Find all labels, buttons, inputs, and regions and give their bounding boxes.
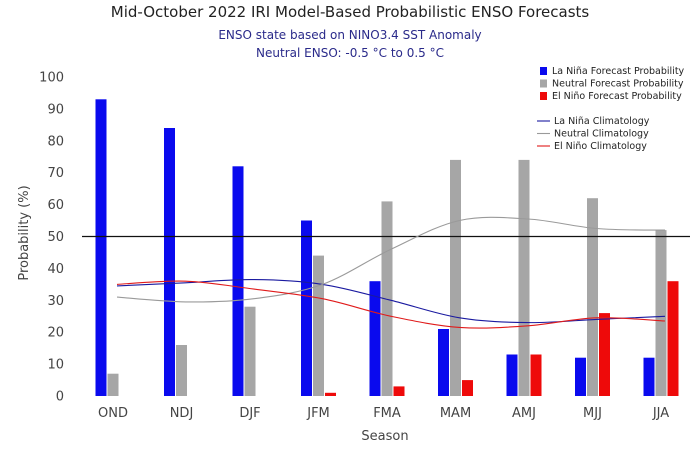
bar-neutral <box>450 159 461 396</box>
bar-la-nina <box>301 220 312 396</box>
bar-neutral <box>655 230 667 396</box>
legend-label: Neutral Forecast Probability <box>552 79 684 90</box>
legend-label: La Niña Climatology <box>554 116 650 127</box>
bar-el-nino <box>530 354 542 396</box>
bar-la-nina <box>95 99 107 397</box>
x-tick-label: JFM <box>306 406 330 421</box>
y-tick-label: 10 <box>47 358 64 373</box>
bar-neutral <box>587 198 598 396</box>
chart-title: Mid-October 2022 IRI Model-Based Probabi… <box>111 3 590 21</box>
x-tick-label: JJA <box>652 406 669 421</box>
bar-la-nina <box>575 357 586 396</box>
bar-series <box>95 99 679 397</box>
bar-la-nina <box>506 354 518 396</box>
y-axis-label: Probability (%) <box>17 185 32 280</box>
x-tick-label: FMA <box>373 406 401 421</box>
y-tick-label: 60 <box>47 198 64 213</box>
y-axis-ticks: 0 10 20 30 40 50 60 70 80 90 100 <box>39 71 64 405</box>
x-axis-ticks: OND NDJ DJF JFM FMA MAM AMJ MJJ JJA <box>98 406 669 421</box>
legend-swatch <box>540 67 547 75</box>
legend: La Niña Forecast Probability Neutral Fore… <box>537 66 685 152</box>
x-tick-label: NDJ <box>170 406 194 421</box>
bar-el-nino <box>393 386 405 396</box>
bar-el-nino <box>462 380 473 396</box>
y-tick-label: 50 <box>47 230 64 245</box>
bar-neutral <box>176 345 187 396</box>
y-tick-label: 0 <box>56 390 64 405</box>
la-nina-climatology-line <box>116 279 666 324</box>
bar-la-nina <box>643 357 655 396</box>
bar-neutral <box>107 373 119 396</box>
bar-el-nino <box>325 392 336 396</box>
y-tick-label: 90 <box>47 102 64 117</box>
climatology-lines <box>116 216 666 329</box>
bar-el-nino <box>599 313 610 396</box>
bar-la-nina <box>232 166 244 396</box>
y-tick-label: 40 <box>47 262 64 277</box>
y-tick-label: 80 <box>47 134 64 149</box>
legend-label: La Niña Forecast Probability <box>552 66 685 77</box>
bar-el-nino <box>667 281 679 396</box>
y-tick-label: 30 <box>47 294 64 309</box>
legend-label: El Niño Forecast Probability <box>552 91 682 102</box>
x-tick-label: MJJ <box>583 406 602 421</box>
x-tick-label: MAM <box>440 406 471 421</box>
chart-subtitle-line-2: Neutral ENSO: -0.5 °C to 0.5 °C <box>256 46 444 60</box>
x-tick-label: DJF <box>239 406 260 421</box>
y-tick-label: 70 <box>47 166 64 181</box>
neutral-climatology-line <box>116 216 666 303</box>
bar-neutral <box>381 201 393 396</box>
legend-label: Neutral Climatology <box>554 129 649 140</box>
legend-swatch <box>540 79 547 88</box>
bar-la-nina <box>369 281 381 396</box>
bar-la-nina <box>438 329 449 396</box>
el-nino-climatology-line <box>116 280 666 329</box>
legend-label: El Niño Climatology <box>554 141 647 152</box>
y-tick-label: 100 <box>39 71 64 86</box>
bar-neutral <box>244 306 256 396</box>
chart-subtitle-line-1: ENSO state based on NINO3.4 SST Anomaly <box>218 28 481 42</box>
y-tick-label: 20 <box>47 326 64 341</box>
x-axis-label: Season <box>361 429 408 444</box>
legend-swatch <box>540 92 547 100</box>
bar-neutral <box>518 159 530 396</box>
bar-la-nina <box>164 128 175 396</box>
x-tick-label: AMJ <box>512 406 536 421</box>
bar-neutral <box>313 255 324 396</box>
x-tick-label: OND <box>98 406 128 421</box>
